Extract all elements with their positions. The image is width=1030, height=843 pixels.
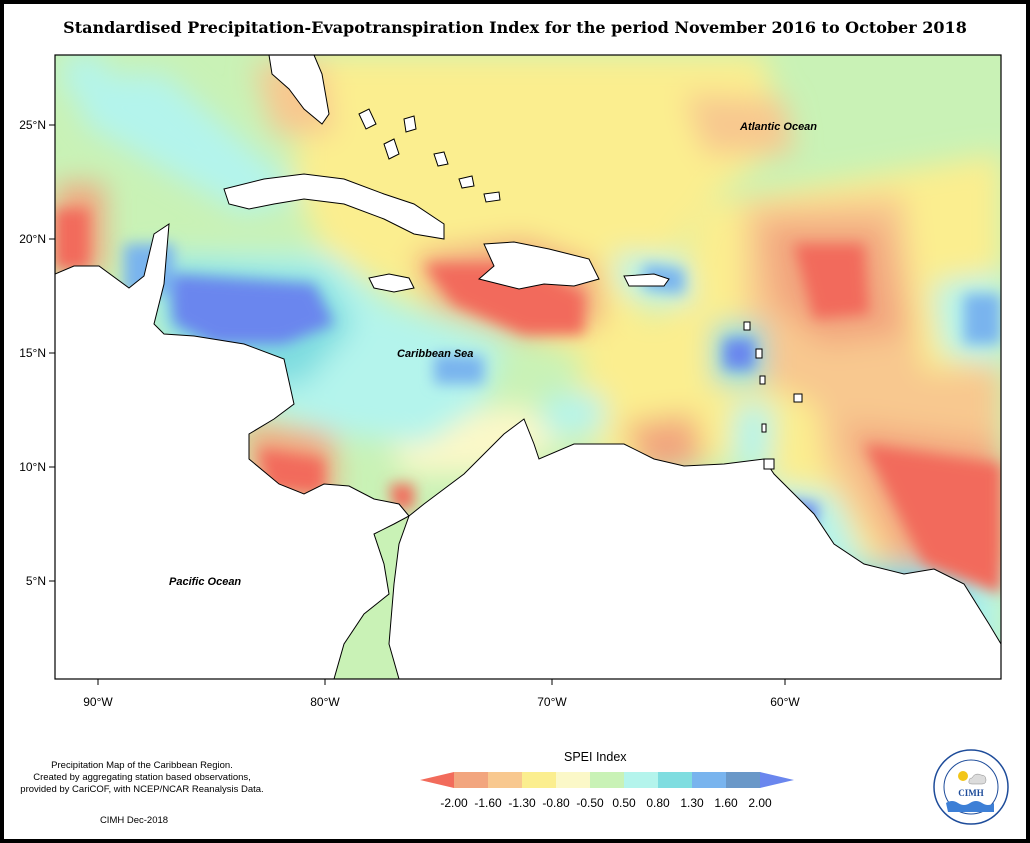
legend-break-label: -1.30 [508,796,536,810]
legend-break-label: -1.60 [474,796,502,810]
figure-page: Standardised Precipitation-Evapotranspir… [4,4,1026,839]
central-america [55,223,410,679]
legend-swatch [692,772,727,788]
cloud-icon [968,773,987,785]
legend-swatch [556,772,591,788]
legend-break-label: 1.30 [680,796,704,810]
map-title: Standardised Precipitation-Evapotranspir… [63,18,967,37]
legend-swatch [624,772,659,788]
note-line: Created by aggregating station based obs… [33,772,251,783]
sun-icon [958,771,968,781]
map-border [54,54,1002,680]
lat-tick-label: 10°N [19,460,46,474]
lesser-antilles [743,321,803,470]
lat-tick-label: 20°N [19,232,46,246]
lon-tick-label: 80°W [310,695,340,709]
legend-title: SPEI Index [564,750,627,764]
legend-colorbar [420,772,794,788]
legend-break-label: -0.50 [576,796,604,810]
florida [268,55,330,125]
lat-tick-label: 15°N [19,346,46,360]
legend-swatch [420,772,454,788]
waves-icon [946,801,994,812]
note-line: Precipitation Map of the Caribbean Regio… [51,760,233,771]
legend-break-label: 0.80 [646,796,670,810]
legend-swatch [488,772,523,788]
bahamas [358,108,501,203]
credit-note: CIMH Dec-2018 [99,815,169,826]
legend-swatch [522,772,557,788]
south-america [388,418,1001,679]
caribbean-sea-label: Caribbean Sea [397,348,473,360]
lat-tick-label: 5°N [26,574,46,588]
pacific-ocean-label: Pacific Ocean [169,576,241,588]
legend-break-label: 2.00 [748,796,772,810]
note-line: provided by CariCOF, with NCEP/NCAR Rean… [20,784,264,795]
legend-break-label: -2.00 [440,796,468,810]
legend-swatch [726,772,761,788]
legend-break-label: 0.50 [612,796,636,810]
spei-map: 25°N 20°N 15°N 10°N 5°N 90°W 80°W 70°W 6… [19,54,1002,788]
lon-axis: 90°W 80°W 70°W 60°W [83,679,800,709]
hispaniola [477,241,600,290]
legend-break-label: -0.80 [542,796,570,810]
legend-swatch [590,772,625,788]
land-masses [55,55,1001,679]
source-note: Precipitation Map of the Caribbean Regio… [4,760,280,796]
puerto-rico [623,273,670,287]
cuba [223,173,445,240]
jamaica [368,273,415,293]
lon-tick-label: 70°W [537,695,567,709]
lon-tick-label: 90°W [83,695,113,709]
legend-break-label: 1.60 [714,796,738,810]
lat-axis: 25°N 20°N 15°N 10°N 5°N [19,118,55,588]
atlantic-ocean-label: Atlantic Ocean [739,121,817,133]
cimh-logo: CIMH [933,749,1009,825]
legend-swatch [658,772,693,788]
lon-tick-label: 60°W [770,695,800,709]
legend-swatch [760,772,794,788]
logo-text: CIMH [958,788,984,798]
legend-swatch [454,772,489,788]
lat-tick-label: 25°N [19,118,46,132]
